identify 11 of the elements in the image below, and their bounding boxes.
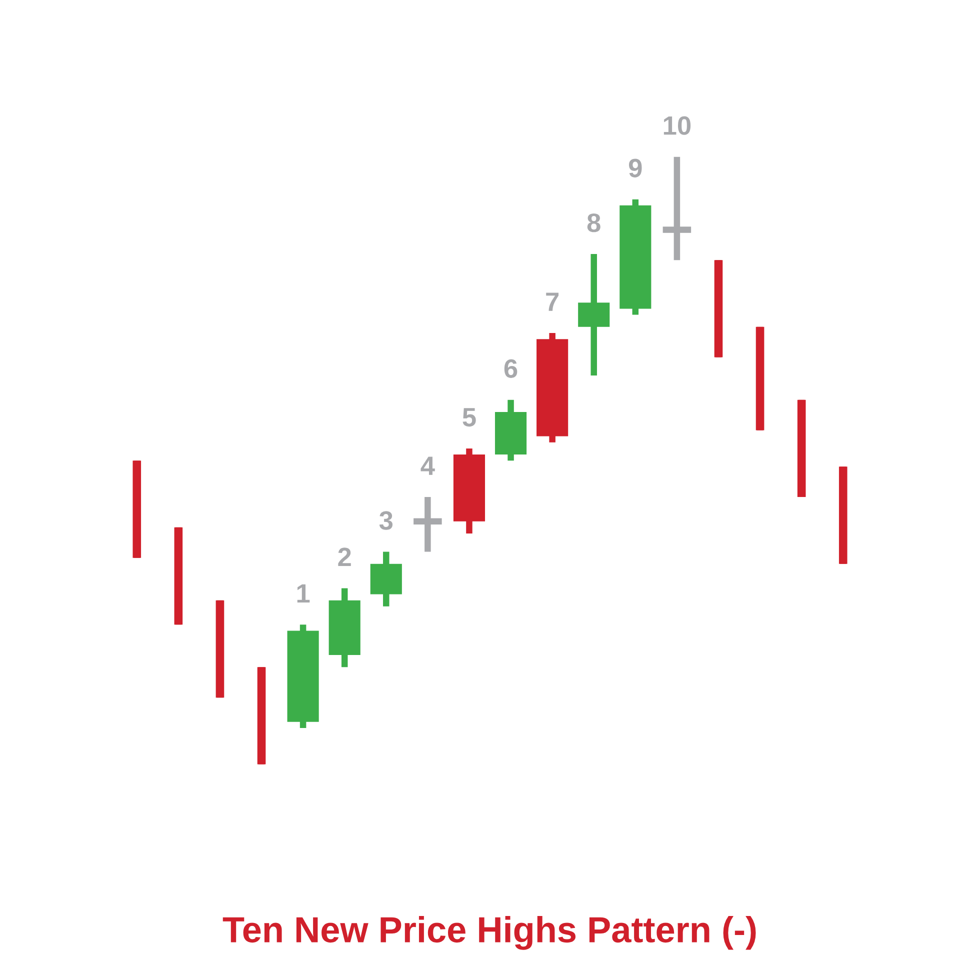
text: Ten New Price Highs Pattern (-) <box>222 916 756 950</box>
x-tick-label: 4 <box>420 456 435 475</box>
x-tick-label: 1 <box>297 584 310 603</box>
x-tick-label: 9 <box>628 158 642 178</box>
x-tick-label: 8 <box>587 213 600 232</box>
x-tick-label: 5 <box>462 408 476 427</box>
x-tick-label: 6 <box>504 359 518 378</box>
x-tick-label: 2 <box>338 548 351 566</box>
x-tick-label: 3 <box>379 511 393 530</box>
x-tick-label: 7 <box>546 292 558 311</box>
x-tick-label: 10 <box>664 116 691 135</box>
